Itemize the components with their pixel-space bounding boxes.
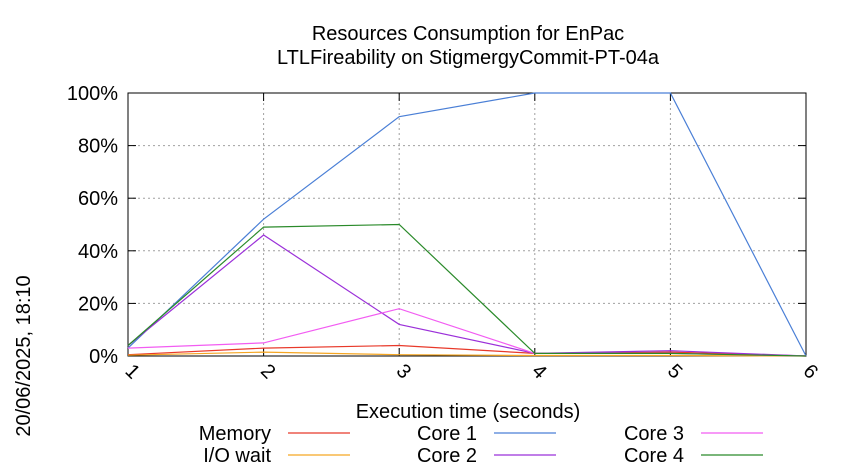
legend-label-core-1: Core 1 [417, 423, 477, 445]
series-line-core-1 [127, 92, 807, 357]
y-tick-label: 80% [78, 136, 118, 158]
y-tick-label: 0% [89, 346, 118, 368]
legend-label-memory: Memory [199, 423, 271, 445]
axes: 0% 20% 40% 60% 80% 100% 1 2 3 4 5 6 [67, 83, 822, 383]
y-tick-label: 20% [78, 293, 118, 315]
series-line-i-o-wait [127, 351, 807, 357]
y-tick-label: 100% [67, 83, 118, 105]
x-tick-label: 2 [256, 360, 279, 383]
y-tick-label: 40% [78, 241, 118, 263]
x-tick-label: 5 [663, 360, 686, 383]
series-lines [127, 92, 807, 357]
legend-label-core-2: Core 2 [417, 445, 477, 467]
y-tick-label: 60% [78, 188, 118, 210]
series-line-core-4 [127, 223, 807, 357]
x-tick-label: 4 [527, 360, 550, 383]
grid-lines [127, 92, 807, 357]
chart-subtitle: LTLFireability on StigmergyCommit-PT-04a [277, 47, 660, 69]
plot-frame [127, 92, 807, 357]
series-line-core-2 [127, 234, 807, 357]
chart-title: Resources Consumption for EnPac [312, 23, 624, 45]
x-tick-label: 3 [392, 360, 415, 383]
legend-label-core-4: Core 4 [624, 445, 684, 467]
legend-label-i-o-wait: I/O wait [203, 445, 271, 467]
x-axis-label: Execution time (seconds) [356, 401, 581, 423]
timestamp-label: 20/06/2025, 18:10 [13, 275, 35, 436]
legend-label-core-3: Core 3 [624, 423, 684, 445]
x-tick-label: 1 [121, 360, 144, 383]
x-tick-label: 6 [799, 360, 822, 383]
series-line-memory [127, 344, 807, 357]
